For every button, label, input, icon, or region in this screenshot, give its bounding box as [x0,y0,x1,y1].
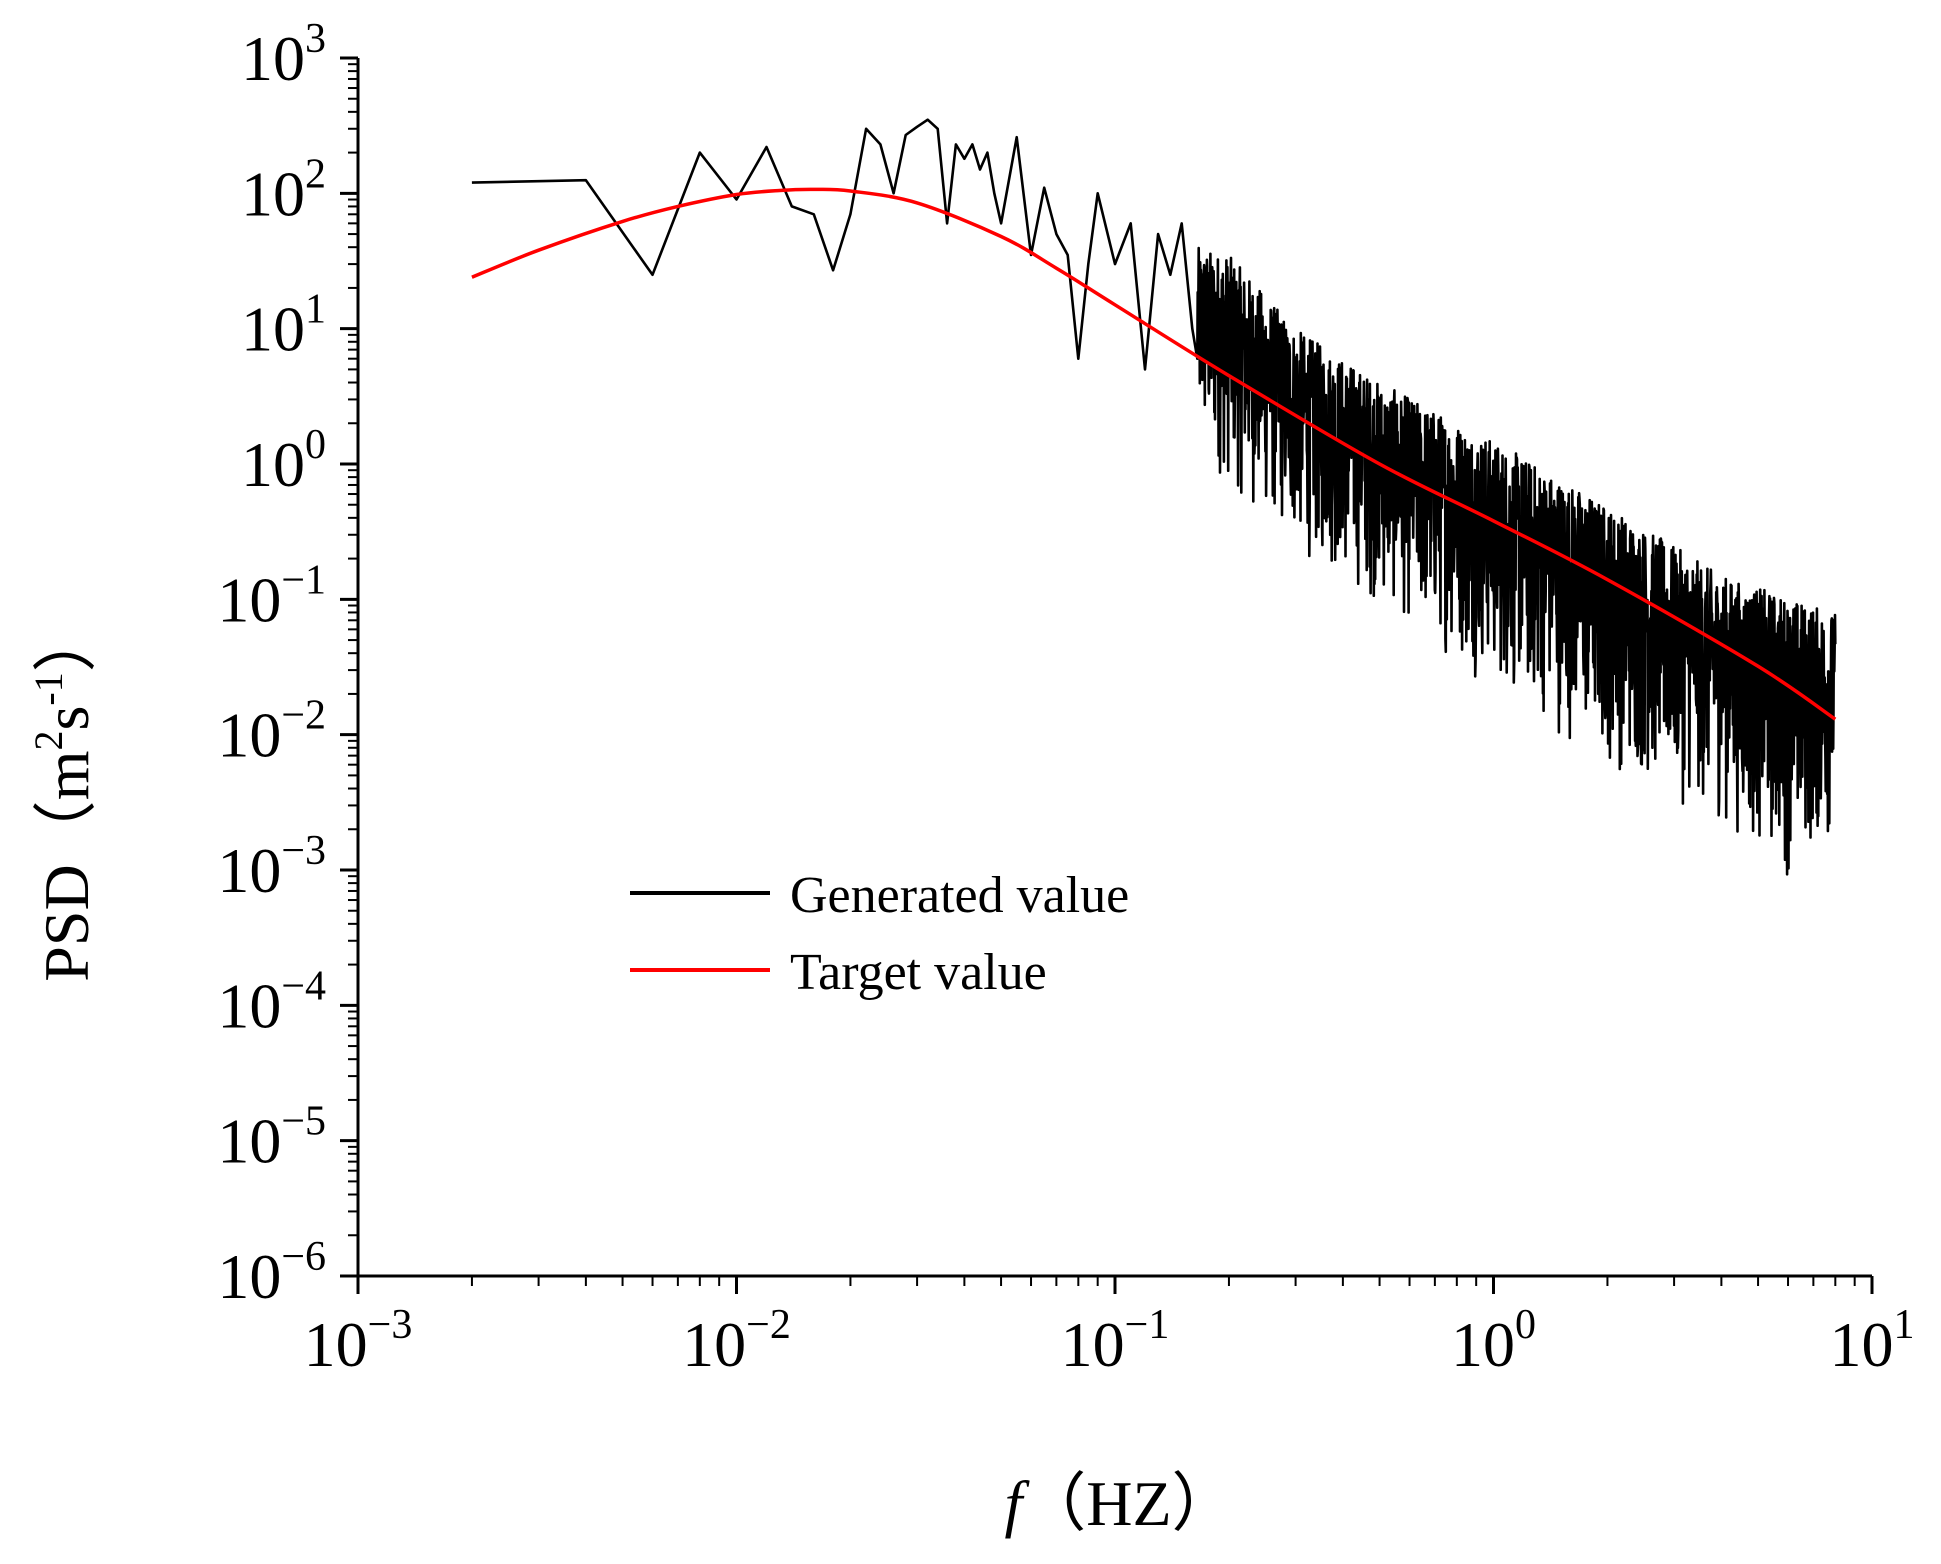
x-tick-label: 100 [1451,1302,1536,1380]
x-axis-label: f（HZ） [1004,1468,1235,1539]
y-tick-label: 10−3 [217,828,326,906]
y-tick-label: 10−2 [217,693,326,771]
y-tick-label: 102 [241,151,326,229]
x-tick-label: 10−3 [304,1302,413,1380]
x-tick-label: 101 [1830,1302,1915,1380]
y-tick-label: 101 [241,287,326,365]
y-tick-label: 10−6 [217,1234,326,1312]
ticks [340,56,1874,1294]
x-tick-label: 10−1 [1061,1302,1170,1380]
series-target-line [471,187,1837,721]
y-tick-label: 103 [241,16,326,94]
legend-label-generated: Generated value [790,867,1129,924]
y-tick-label: 10−1 [217,557,326,635]
y-tick-label: 100 [241,422,326,500]
legend: Generated value Target value [630,867,1129,1001]
tick-labels: 10−3 10−2 10−1 100 101 10−6 10−5 10−4 10−3 10−2 10… [217,16,1914,1380]
y-axis-label: PSD（m2s-1） [26,608,102,981]
plot-area [471,118,1837,876]
legend-label-target: Target value [790,944,1047,1001]
series-generated-line [471,118,1837,876]
y-tick-label: 10−5 [217,1099,326,1177]
x-tick-label: 10−2 [682,1302,791,1380]
y-tick-label: 10−4 [217,963,326,1041]
